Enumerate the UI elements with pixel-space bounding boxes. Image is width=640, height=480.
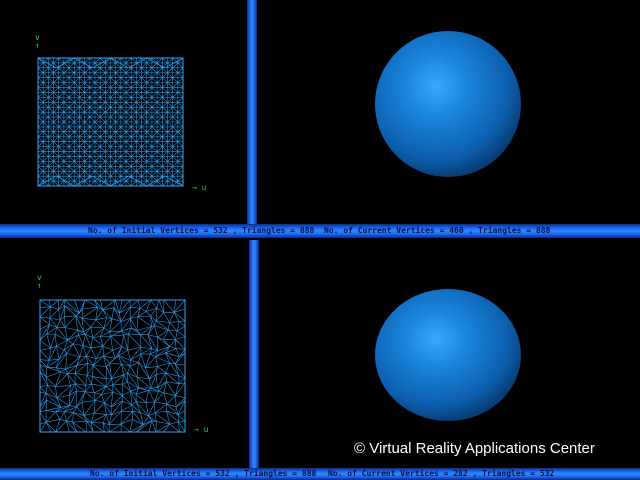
uv-mesh-top	[37, 57, 184, 187]
bottom-mesh-panel: v ↑ → u	[0, 240, 249, 468]
status-initial-bottom: No. of Initial Vertices = 532 , Triangle…	[90, 469, 317, 478]
bottom-sphere-panel: © Virtual Reality Applications Center	[259, 240, 640, 468]
status-bar-top	[0, 224, 640, 238]
uv-mesh-bottom	[39, 299, 186, 433]
axis-v-label-bottom: v ↑	[37, 273, 42, 290]
copyright-text: © Virtual Reality Applications Center	[354, 440, 595, 457]
sphere-bottom	[375, 289, 521, 421]
axis-u-label-top: → u	[192, 183, 207, 192]
axis-u-label-bottom: → u	[194, 425, 209, 434]
top-sphere-panel	[257, 0, 640, 224]
vertical-divider-bottom[interactable]	[249, 240, 259, 468]
status-initial-top: No. of Initial Vertices = 532 , Triangle…	[88, 226, 315, 235]
axis-v-label-top: v ↑	[35, 33, 40, 50]
status-bar-bottom	[0, 468, 640, 480]
status-current-top: No. of Current Vertices = 460 , Triangle…	[324, 226, 551, 235]
sphere-top	[375, 31, 521, 177]
top-mesh-panel: v ↑ → u	[0, 0, 247, 224]
vertical-divider-top[interactable]	[247, 0, 257, 224]
status-current-bottom: No. of Current Vertices = 282 , Triangle…	[328, 469, 555, 478]
